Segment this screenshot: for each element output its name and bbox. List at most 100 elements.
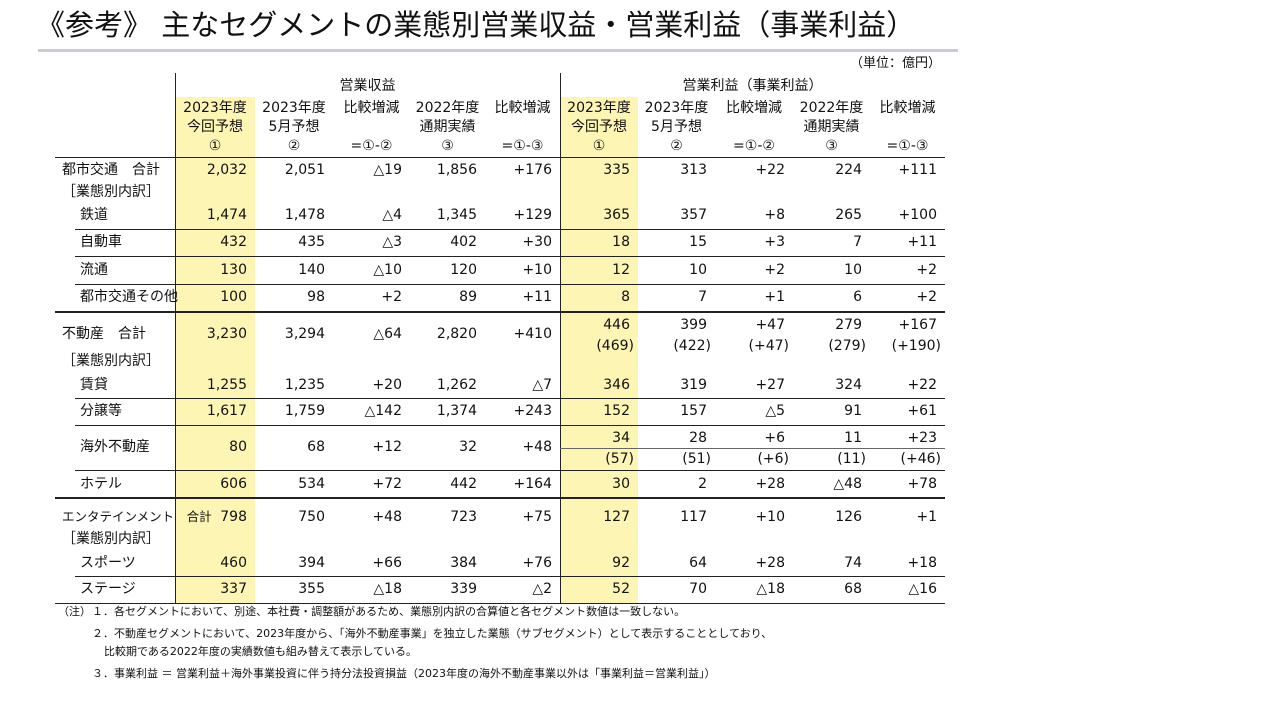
cell: +2 — [764, 262, 785, 278]
cell: 798 — [220, 509, 247, 525]
cell: +10 — [522, 262, 552, 278]
column-header: =①-③ — [886, 138, 929, 154]
cell: +6 — [764, 430, 785, 446]
cell: 68 — [844, 581, 862, 597]
cell: 6 — [853, 289, 862, 305]
cell: 2,820 — [436, 326, 477, 342]
column-header: ① — [208, 138, 222, 154]
cell: 750 — [298, 509, 325, 525]
cell: +100 — [898, 207, 937, 223]
cell: 1,255 — [206, 377, 247, 393]
cell: 152 — [603, 403, 630, 419]
cell: 130 — [220, 262, 247, 278]
column-header: 今回予想 — [187, 119, 243, 135]
cell: +22 — [755, 162, 785, 178]
cell: 399 — [680, 317, 707, 333]
cell-sub: (+6) — [757, 451, 789, 467]
cell: 723 — [450, 509, 477, 525]
row-label: ［業態別内訳］ — [62, 184, 160, 200]
cell: 120 — [450, 262, 477, 278]
row-label: 都市交通 合計 — [62, 162, 160, 178]
cell: +1 — [916, 509, 937, 525]
cell: +47 — [755, 317, 785, 333]
title: 《参考》 主なセグメントの業態別営業収益・営業利益（事業利益） — [36, 8, 916, 42]
row-label: ステージ — [80, 581, 136, 597]
note: 比較期である2022年度の実績数値も組み替えて表示している。 — [104, 645, 418, 658]
cell: 80 — [229, 439, 247, 455]
cell-sub: (11) — [837, 451, 866, 467]
cell: +72 — [372, 476, 402, 492]
cell: 100 — [220, 289, 247, 305]
cell: 3,230 — [206, 326, 247, 342]
row-label: 都市交通その他 — [80, 289, 178, 305]
cell: △2 — [532, 581, 552, 597]
cell: 157 — [680, 403, 707, 419]
cell: +66 — [372, 555, 402, 571]
cell: 279 — [835, 317, 862, 333]
cell: 534 — [298, 476, 325, 492]
column-header: 2023年度 — [644, 100, 709, 116]
cell-sub: (57) — [605, 451, 634, 467]
column-header: 通期実績 — [419, 119, 476, 135]
cell: 140 — [298, 262, 325, 278]
cell: 394 — [298, 555, 325, 571]
rule — [75, 284, 945, 285]
cell-sub: (51) — [682, 451, 711, 467]
cell: +22 — [907, 377, 937, 393]
cell: 10 — [689, 262, 707, 278]
highlight — [560, 97, 638, 603]
cell: △18 — [373, 581, 402, 597]
cell: 10 — [844, 262, 862, 278]
cell: 460 — [220, 555, 247, 571]
column-header: 2023年度 — [183, 100, 247, 116]
cell: +111 — [898, 162, 937, 178]
cell: 2,032 — [206, 162, 247, 178]
cell: 324 — [835, 377, 862, 393]
cell: △16 — [908, 581, 937, 597]
note: ２．不動産セグメントにおいて、2023年度から、「海外不動産事業」を独立した業態… — [92, 627, 773, 640]
cell: 432 — [220, 234, 247, 250]
row-label: 流通 — [80, 262, 108, 278]
vline — [175, 73, 176, 603]
cell: +2 — [381, 289, 402, 305]
row-label: 自動車 — [80, 234, 122, 250]
cell: 1,262 — [436, 377, 477, 393]
cell: 127 — [603, 509, 630, 525]
cell-sub: (469) — [596, 338, 634, 354]
row-label: ［業態別内訳］ — [62, 353, 160, 369]
cell: +2 — [916, 262, 937, 278]
notes-label: （注） — [58, 605, 91, 618]
cell: 3,294 — [284, 326, 325, 342]
column-header: 2022年度 — [799, 100, 864, 116]
cell: +1 — [764, 289, 785, 305]
row-label: エンタテインメント 合計 — [62, 509, 212, 524]
vline — [560, 73, 561, 603]
cell: 64 — [689, 555, 707, 571]
column-header: ② — [287, 138, 301, 154]
cell: 435 — [298, 234, 325, 250]
column-header: =①-② — [350, 138, 393, 154]
cell: 98 — [307, 289, 325, 305]
cell: 15 — [689, 234, 707, 250]
row-label: 賃貸 — [80, 377, 108, 393]
rule — [75, 229, 945, 230]
cell: 1,345 — [436, 207, 477, 223]
cell: 2,051 — [284, 162, 325, 178]
rule — [55, 311, 945, 313]
cell: +75 — [522, 509, 552, 525]
cell: +78 — [907, 476, 937, 492]
cell: 30 — [612, 476, 630, 492]
cell: +48 — [522, 439, 552, 455]
cell: 402 — [450, 234, 477, 250]
cell: △48 — [833, 476, 862, 492]
cell: +30 — [522, 234, 552, 250]
cell: 319 — [680, 377, 707, 393]
cell: 357 — [680, 207, 707, 223]
cell: 313 — [680, 162, 707, 178]
column-header: 2023年度 — [262, 100, 326, 116]
column-header: 2022年度 — [415, 100, 480, 116]
cell: 1,374 — [436, 403, 477, 419]
title-rule — [38, 49, 958, 52]
cell-sub: (279) — [828, 338, 866, 354]
